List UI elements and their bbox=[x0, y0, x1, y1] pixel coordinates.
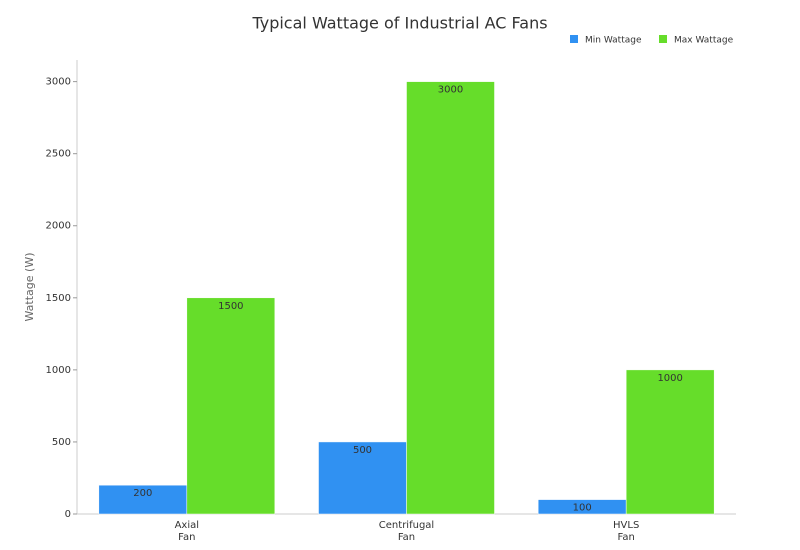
data-label: 1500 bbox=[218, 301, 243, 312]
y-tick-label: 3000 bbox=[46, 77, 71, 88]
chart-title: Typical Wattage of Industrial AC Fans bbox=[251, 14, 547, 33]
y-tick-label: 500 bbox=[52, 437, 71, 448]
y-axis-label: Wattage (W) bbox=[23, 253, 36, 322]
data-label: 1000 bbox=[657, 373, 682, 384]
bar bbox=[625, 369, 715, 515]
data-label: 100 bbox=[573, 503, 592, 514]
data-label: 3000 bbox=[438, 85, 463, 96]
bar bbox=[186, 297, 276, 515]
data-label: 500 bbox=[353, 445, 372, 456]
x-tick-label: HVLS Fan bbox=[613, 520, 639, 543]
bar bbox=[318, 441, 407, 515]
legend-label: Min Wattage bbox=[585, 36, 642, 46]
bar bbox=[406, 81, 495, 515]
legend-swatch bbox=[570, 35, 578, 43]
y-tick-label: 1500 bbox=[46, 293, 71, 304]
y-tick-label: 1000 bbox=[46, 365, 71, 376]
legend-label: Max Wattage bbox=[674, 36, 734, 46]
y-tick-label: 0 bbox=[65, 509, 71, 520]
x-tick-label: Centrifugal Fan bbox=[379, 520, 434, 543]
data-label: 200 bbox=[133, 488, 152, 499]
x-tick-label: Axial Fan bbox=[175, 520, 199, 543]
y-tick-label: 2500 bbox=[46, 149, 71, 160]
legend-swatch bbox=[659, 35, 667, 43]
y-tick-label: 2000 bbox=[46, 221, 71, 232]
